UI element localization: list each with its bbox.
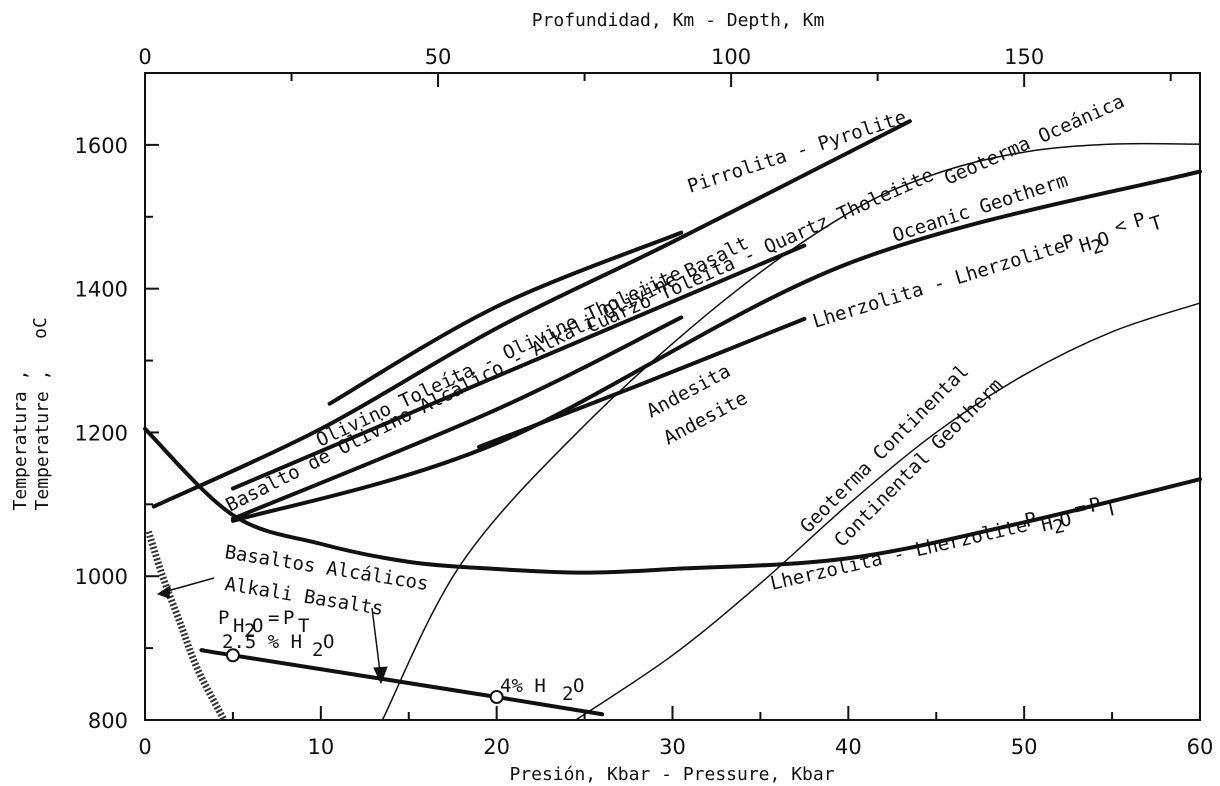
condition-arrow-head — [373, 666, 388, 685]
y-axis-unit: oC — [30, 317, 51, 339]
data-point-1 — [489, 689, 504, 704]
data-point-0 — [225, 648, 240, 663]
svg-text:P: P — [283, 607, 294, 629]
series-2-line — [230, 243, 807, 491]
x-axis-title: Presión, Kbar - Pressure, Kbar — [509, 764, 834, 785]
x-tick-label: 40 — [835, 735, 862, 759]
svg-text:=: = — [268, 607, 279, 629]
y-tick-label: 1200 — [75, 421, 128, 445]
series-layer — [143, 119, 1202, 722]
svg-text:O: O — [1057, 508, 1073, 532]
y-axis-title: Temperatura , Temperature , — [10, 370, 53, 511]
svg-text:P: P — [1131, 208, 1148, 232]
svg-text:P: P — [1087, 493, 1103, 517]
x-tick-label: 60 — [1187, 735, 1214, 759]
x-tick-label: 50 — [1011, 735, 1038, 759]
svg-text:T: T — [298, 615, 309, 637]
svg-text:H: H — [1039, 512, 1055, 536]
label-point-4-h2o: 4% H 2 O — [500, 675, 584, 705]
tick-layer: 0 10 20 30 40 50 60 800 1000 1200 1400 1600 0 50 100 15… — [75, 45, 1214, 759]
svg-text:<: < — [1112, 214, 1129, 238]
svg-text:Lherzolita - Lherzolite: Lherzolita - Lherzolite — [810, 235, 1068, 333]
svg-text:2.5 % H: 2.5 % H — [222, 631, 302, 653]
annotation-arrows — [156, 577, 388, 685]
svg-text:4% H: 4% H — [500, 675, 546, 697]
top-tick-label: 150 — [1004, 45, 1044, 69]
svg-text:T: T — [1147, 212, 1164, 236]
x-tick-label: 0 — [138, 735, 151, 759]
label-pyrolite: Pirrolita - Pyrolite — [685, 106, 909, 198]
x-tick-label: 30 — [659, 735, 686, 759]
series-5-line — [230, 169, 1202, 523]
label-lherzolite-dry: Lherzolita - Lherzolite P H 2 O < P T — [810, 208, 1165, 333]
svg-text:O: O — [573, 675, 584, 697]
svg-text:O: O — [323, 631, 334, 653]
y-tick-label: 1600 — [75, 134, 128, 158]
series-7-line — [381, 142, 1201, 721]
y-tick-label: 1400 — [75, 278, 128, 302]
series-0-line — [151, 119, 912, 509]
series-10-line — [145, 530, 228, 722]
condition-arrow-line — [371, 607, 381, 673]
x-tick-label: 10 — [307, 735, 334, 759]
label-alkali-olivine-basalt: Basalto de Olivino Alcálico - Alkali Oli… — [222, 232, 752, 516]
label-alkali-pressure-condition: P H 2 O = P T — [218, 607, 309, 642]
svg-text:O: O — [252, 615, 263, 637]
svg-text:P: P — [1023, 508, 1039, 532]
svg-text:Temperature ,: Temperature , — [32, 370, 53, 511]
svg-text:H: H — [233, 615, 244, 637]
alkali-basalts-arrow-line — [163, 577, 215, 593]
alkali-basalts-arrow-head — [156, 585, 171, 599]
top-tick-label: 100 — [711, 45, 751, 69]
top-tick-label: 50 — [425, 45, 452, 69]
series-6-line — [143, 426, 1202, 575]
svg-text:P: P — [218, 607, 229, 629]
svg-text:2: 2 — [244, 620, 255, 642]
series-8-line — [575, 302, 1201, 721]
annotation-layer: Pirrolita - Pyrolite Cuarzo Toleíta - Qu… — [218, 90, 1165, 705]
svg-text:2: 2 — [1051, 515, 1067, 539]
y-tick-label: 800 — [88, 709, 128, 733]
top-tick-label: 0 — [138, 45, 151, 69]
x-tick-label: 20 — [483, 735, 510, 759]
top-axis-title: Profundidad, Km - Depth, Km — [532, 10, 825, 31]
label-point-2-5-h2o: 2.5 % H 2 O — [222, 631, 334, 661]
svg-text:=: = — [1072, 497, 1088, 521]
svg-text:Temperatura ,: Temperatura , — [10, 370, 31, 511]
y-tick-label: 1000 — [75, 565, 128, 589]
points-layer — [225, 648, 504, 704]
svg-text:2: 2 — [312, 639, 323, 661]
series-3-line — [230, 315, 684, 521]
series-1-line — [327, 230, 684, 406]
label-oceanic-geotherm-es: Geoterma Oceánica — [941, 90, 1128, 189]
svg-text:2: 2 — [562, 683, 573, 705]
svg-text:T: T — [1103, 498, 1119, 522]
